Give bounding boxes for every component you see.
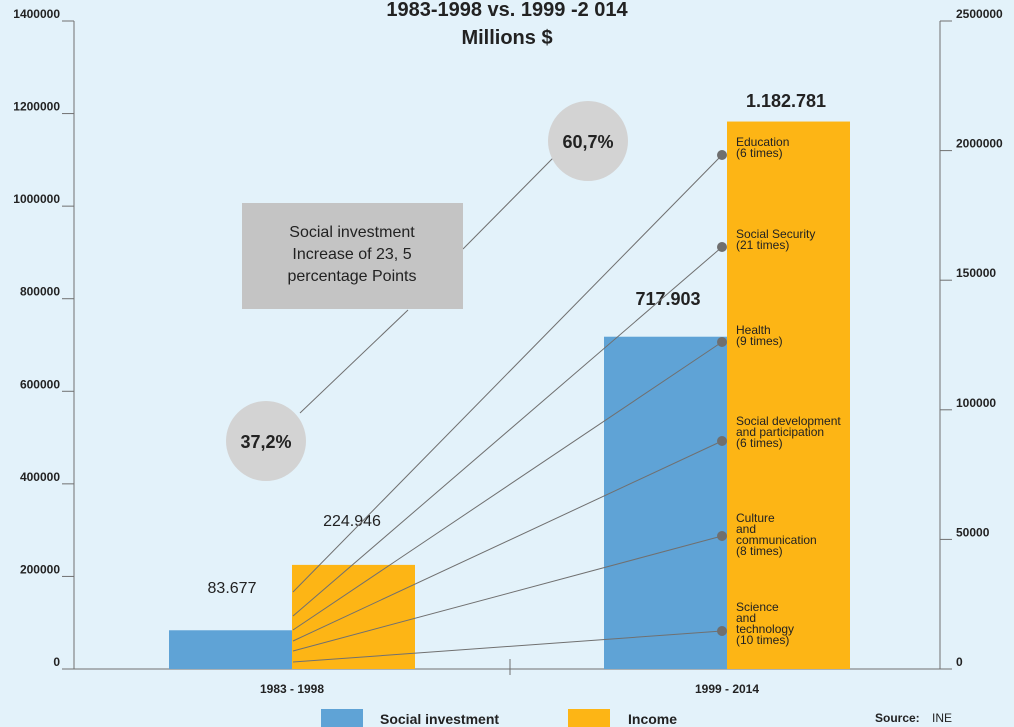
percent-connector-line (299, 309, 409, 414)
sector-connector-line (292, 440, 723, 642)
y-right-tick-label: 2000000 (956, 137, 1003, 151)
sector-connector-dot (717, 242, 727, 252)
callout-box: Social investment Increase of 23, 5 percen… (242, 203, 463, 309)
source-label: Source: (875, 711, 920, 725)
y-left-tick-label: 400000 (20, 470, 60, 484)
y-left-tick-label: 800000 (20, 285, 60, 299)
sector-label-line: Social Security (736, 227, 815, 241)
sector-connector-dot (717, 531, 727, 541)
percent-circle (226, 401, 306, 481)
sector-label-line: and (736, 522, 756, 536)
bar (727, 121, 850, 669)
sector-label-line: Social development (736, 414, 841, 428)
percent-connector-line (462, 157, 554, 250)
callout-text-line: Social investment (289, 224, 415, 241)
sector-label-line: Health (736, 323, 771, 337)
data-label: 224.946 (323, 513, 381, 530)
bar (169, 630, 292, 669)
y-left-tick-label: 1200000 (13, 100, 60, 114)
data-label: 1.182.781 (746, 91, 826, 111)
y-right-tick-label: 2500000 (956, 7, 1003, 21)
chart-subtitle: Millions $ (461, 27, 552, 49)
data-label: 83.677 (208, 580, 257, 597)
percent-circle (548, 101, 628, 181)
sector-connector-dot (717, 337, 727, 347)
legend-label: Social investment (380, 711, 499, 727)
sector-connector-dot (717, 626, 727, 636)
sector-label-line: (9 times) (736, 334, 783, 348)
source-value: INE (932, 711, 952, 725)
sector-connector-line (292, 341, 723, 631)
sector-connector-dot (717, 150, 727, 160)
sector-label-line: Culture (736, 511, 775, 525)
sector-label-line: (21 times) (736, 238, 789, 252)
callout-text-line: Increase of 23, 5 (292, 246, 411, 263)
callout-box-bg (242, 203, 463, 309)
y-right-tick-label: 0 (956, 655, 963, 669)
sector-label-line: technology (736, 622, 794, 636)
y-right-tick-label: 150000 (956, 266, 996, 280)
sector-connector-line (292, 154, 723, 593)
source-note: Source: INE (875, 711, 952, 725)
y-left-tick-label: 200000 (20, 562, 60, 576)
chart-title: 1983-1998 vs. 1999 -2 014 Millions $ (386, 0, 628, 49)
sector-label-line: Education (736, 135, 789, 149)
y-right-tick-label: 50000 (956, 525, 990, 539)
x-tick-label: 1983 - 1998 (260, 682, 324, 696)
y-left-tick-label: 1000000 (13, 192, 60, 206)
y-left-tick-label: 0 (53, 655, 60, 669)
legend-swatch (321, 709, 363, 727)
sector-connector-line (292, 535, 723, 652)
y-right-tick-label: 100000 (956, 396, 996, 410)
sector-label-line: Science (736, 600, 779, 614)
bars: 1983 - 1998 1999 - 2014 83.677 224.946 717.9… (169, 91, 850, 696)
bar (604, 336, 727, 669)
sector-label-line: communication (736, 533, 817, 547)
legend-swatch (568, 709, 610, 727)
sector-label-line: (10 times) (736, 633, 789, 647)
connectors: Education(6 times)Social Security(21 tim… (292, 135, 841, 663)
axes: 0200000400000600000800000100000012000001… (13, 7, 1003, 675)
sector-label-line: and participation (736, 425, 824, 439)
chart-title-line: 1983-1998 vs. 1999 -2 014 (386, 0, 628, 21)
sector-label-line: (6 times) (736, 146, 783, 160)
callout-text-line: percentage Points (288, 268, 417, 285)
sector-connector-line (292, 246, 723, 617)
legend-label: Income (628, 711, 677, 727)
sector-label-line: (8 times) (736, 544, 783, 558)
sector-connector-dot (717, 436, 727, 446)
data-label: 717.903 (635, 289, 700, 309)
sector-label-line: and (736, 611, 756, 625)
percent-circle-label: 60,7% (562, 132, 613, 152)
sector-connector-line (292, 630, 723, 663)
sector-label-line: (6 times) (736, 436, 783, 450)
y-left-tick-label: 600000 (20, 377, 60, 391)
bar (292, 564, 415, 669)
percent-circles: 37,2% 60,7% (226, 101, 628, 481)
legend: Social investment Income (321, 709, 677, 727)
percent-circle-label: 37,2% (240, 432, 291, 452)
x-tick-label: 1999 - 2014 (695, 682, 759, 696)
y-left-tick-label: 1400000 (13, 7, 60, 21)
